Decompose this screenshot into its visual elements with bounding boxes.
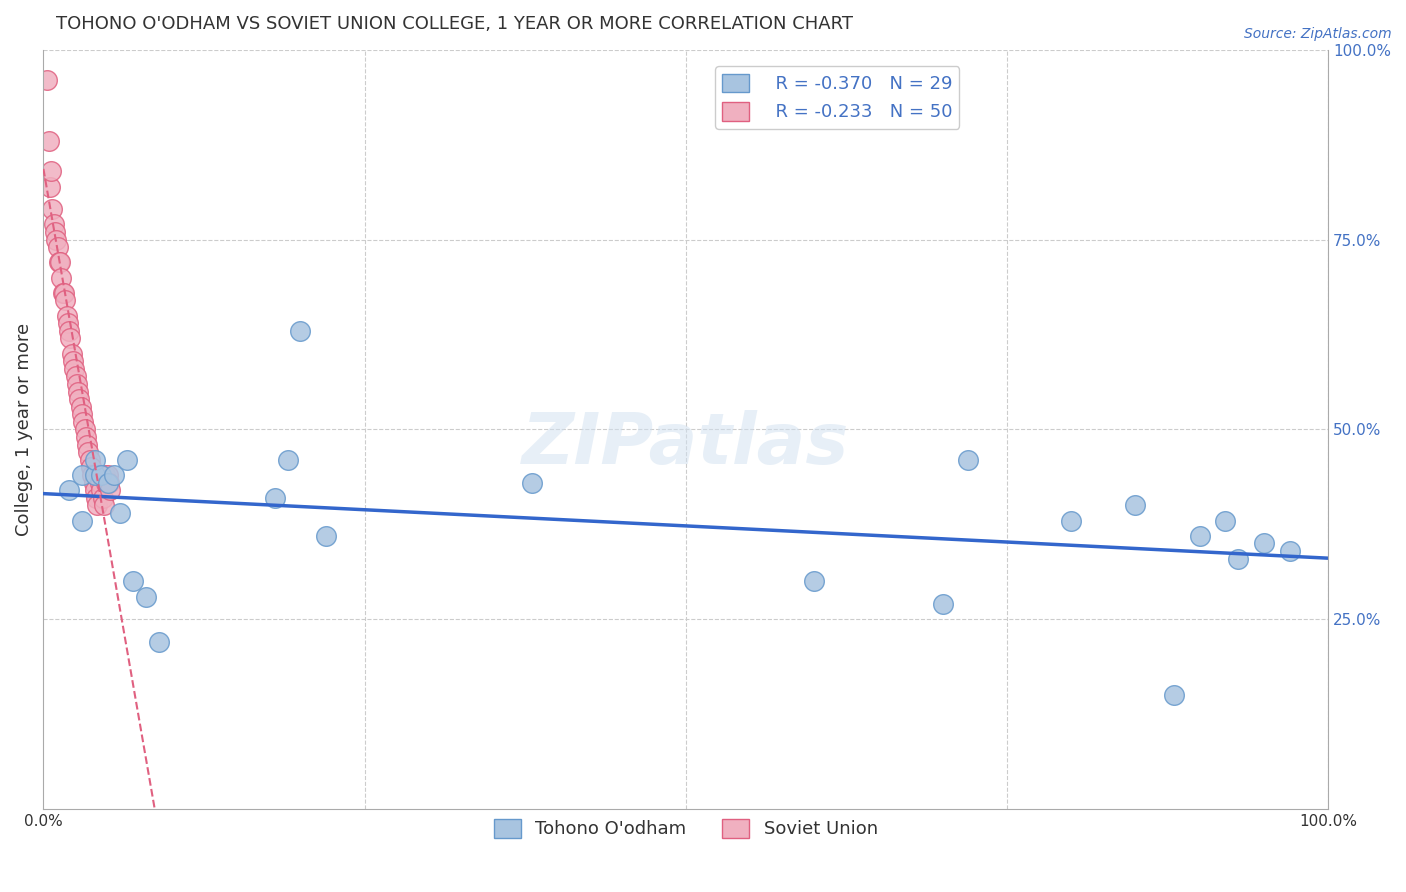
Point: [83, 483, 105, 498]
Point: [83, 475, 105, 490]
Point: [80, 460, 103, 475]
Point: [1278, 544, 1301, 558]
Point: [76, 438, 98, 452]
Point: [97, 468, 120, 483]
Point: [91, 491, 114, 505]
Point: [290, 324, 312, 338]
Point: [66, 376, 89, 391]
Point: [58, 324, 80, 338]
Text: ZIPatlas: ZIPatlas: [522, 410, 849, 479]
Point: [82, 468, 104, 483]
Point: [52, 285, 75, 300]
Point: [73, 422, 96, 436]
Point: [67, 384, 90, 399]
Point: [55, 309, 77, 323]
Y-axis label: College, 1 year or more: College, 1 year or more: [15, 323, 32, 536]
Point: [70, 514, 93, 528]
Point: [1060, 514, 1083, 528]
Point: [1253, 536, 1275, 550]
Point: [94, 468, 117, 483]
Point: [957, 453, 980, 467]
Point: [520, 475, 543, 490]
Point: [84, 491, 107, 505]
Point: [122, 574, 145, 589]
Point: [44, 225, 66, 239]
Point: [803, 574, 825, 589]
Point: [48, 255, 70, 269]
Point: [75, 430, 97, 444]
Point: [93, 499, 115, 513]
Point: [103, 468, 125, 483]
Point: [38, 134, 60, 148]
Point: [77, 445, 100, 459]
Point: [1227, 551, 1250, 566]
Point: [45, 233, 67, 247]
Legend: Tohono O'odham, Soviet Union: Tohono O'odham, Soviet Union: [486, 812, 886, 846]
Point: [90, 468, 112, 483]
Point: [70, 407, 93, 421]
Point: [67, 392, 90, 406]
Point: [49, 255, 72, 269]
Point: [110, 506, 132, 520]
Point: [59, 331, 82, 345]
Point: [39, 164, 62, 178]
Point: [263, 491, 285, 505]
Point: [1188, 529, 1211, 543]
Point: [97, 475, 120, 490]
Point: [62, 354, 84, 368]
Point: [37, 73, 59, 87]
Point: [42, 218, 65, 232]
Point: [135, 590, 157, 604]
Text: TOHONO O'ODHAM VS SOVIET UNION COLLEGE, 1 YEAR OR MORE CORRELATION CHART: TOHONO O'ODHAM VS SOVIET UNION COLLEGE, …: [56, 15, 853, 33]
Text: Source: ZipAtlas.com: Source: ZipAtlas.com: [1244, 27, 1392, 41]
Point: [79, 453, 101, 467]
Point: [148, 635, 170, 649]
Point: [115, 453, 138, 467]
Point: [53, 293, 76, 308]
Point: [65, 369, 87, 384]
Point: [52, 285, 75, 300]
Point: [70, 468, 93, 483]
Point: [96, 475, 118, 490]
Point: [276, 453, 298, 467]
Point: [315, 529, 337, 543]
Point: [86, 499, 108, 513]
Point: [89, 475, 111, 490]
Point: [51, 270, 73, 285]
Point: [60, 346, 83, 360]
Point: [97, 475, 120, 490]
Point: [98, 483, 121, 498]
Point: [1125, 499, 1147, 513]
Point: [83, 453, 105, 467]
Point: [1163, 688, 1185, 702]
Point: [63, 361, 86, 376]
Point: [931, 597, 953, 611]
Point: [41, 202, 63, 217]
Point: [56, 316, 79, 330]
Point: [58, 483, 80, 498]
Point: [46, 240, 69, 254]
Point: [83, 468, 105, 483]
Point: [87, 468, 110, 483]
Point: [69, 400, 91, 414]
Point: [38, 179, 60, 194]
Point: [90, 483, 112, 498]
Point: [1215, 514, 1237, 528]
Point: [72, 415, 94, 429]
